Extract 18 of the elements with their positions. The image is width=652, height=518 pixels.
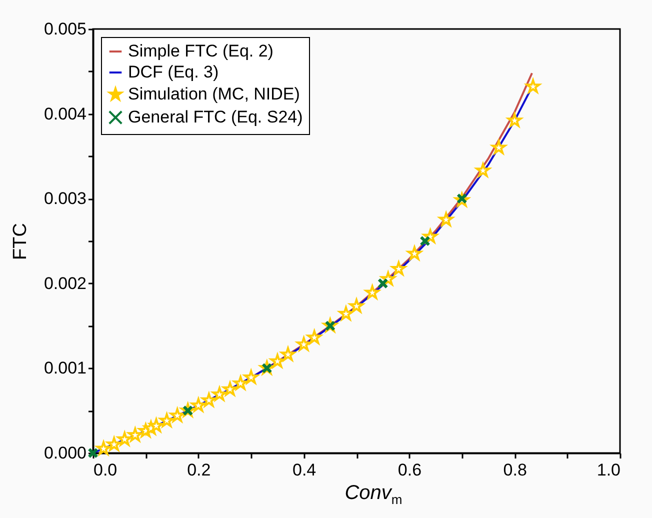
- y-tick-label: 0.001: [44, 358, 86, 378]
- y-tick-label: 0.002: [44, 274, 86, 293]
- x-tick-label: 0.6: [398, 460, 422, 480]
- x-tick-label: 0.8: [503, 460, 527, 480]
- y-tick-label: 0.005: [44, 20, 86, 38]
- y-axis-title: FTC: [10, 223, 31, 260]
- legend-label: DCF (Eq. 3): [128, 62, 219, 82]
- legend-label: Simulation (MC, NIDE): [128, 84, 300, 104]
- x-tick-label: 0.2: [187, 460, 211, 480]
- legend-label: Simple FTC (Eq. 2): [128, 42, 274, 60]
- x-tick-label: 1.0: [596, 460, 620, 480]
- x-tick-label: 0.4: [292, 460, 316, 480]
- legend-label: General FTC (Eq. S24): [128, 108, 303, 126]
- x-axis-title: Conv$_{m}$: [344, 482, 404, 507]
- y-tick-label: 0.003: [44, 189, 86, 208]
- y-tick-label: 0.004: [44, 104, 86, 124]
- y-tick-label: 0.000: [44, 444, 86, 462]
- x-tick-label: 0.0: [94, 460, 118, 480]
